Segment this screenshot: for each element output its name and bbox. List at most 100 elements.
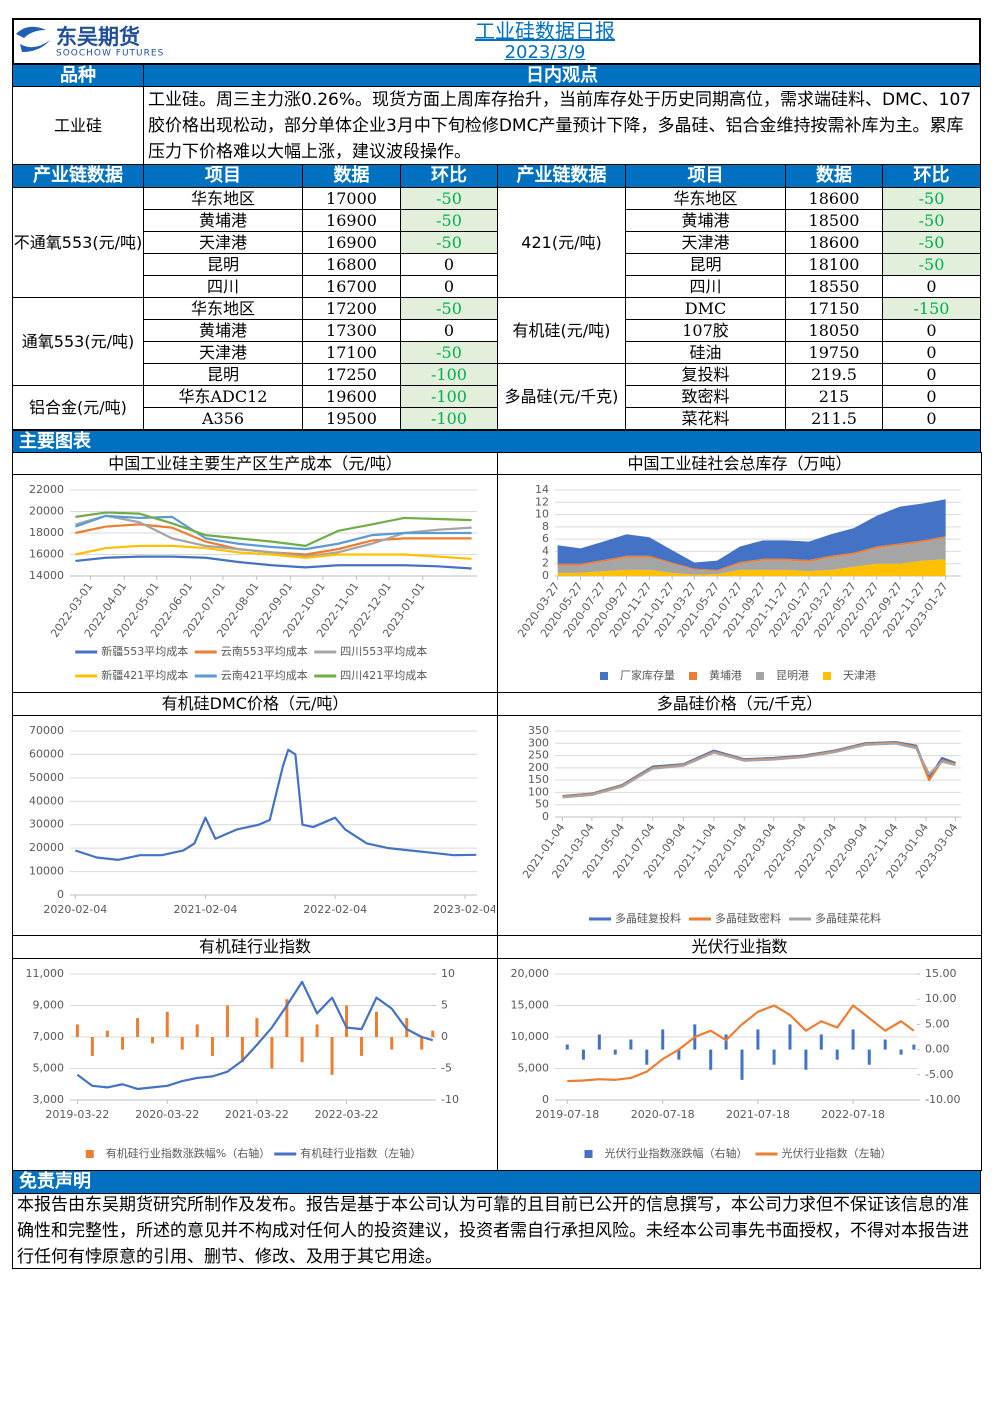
x-tick-label: 2021-02-04 xyxy=(173,903,237,916)
bar xyxy=(645,1049,649,1065)
series-line xyxy=(74,748,477,861)
table-head: 环比 xyxy=(400,164,498,188)
change: -50 xyxy=(882,253,981,276)
bar xyxy=(835,1049,839,1060)
chart-title: 光伏行业指数 xyxy=(497,935,982,959)
chart: 024681012142020-03-272020-05-272020-07-2… xyxy=(515,483,961,682)
view-text: 工业硅。周三主力涨0.26%。现货方面上周库存抬升，当前库存处于历史同期高位，需… xyxy=(143,86,981,165)
item: 昆明 xyxy=(143,253,303,276)
y-tick-label: 4 xyxy=(542,544,549,557)
y-tick-label: 60000 xyxy=(29,747,64,760)
y-tick-label: 0 xyxy=(57,888,64,901)
value: 19750 xyxy=(785,341,883,364)
value: 17200 xyxy=(302,297,401,320)
bar xyxy=(90,1037,94,1056)
group-name: 不通氧553(元/吨) xyxy=(12,187,144,298)
bar xyxy=(210,1037,214,1056)
value: 18050 xyxy=(785,319,883,342)
x-tick-label: 2019-03-22 xyxy=(45,1108,109,1121)
item: 黄埔港 xyxy=(143,209,303,232)
change: 0 xyxy=(882,363,981,386)
bar xyxy=(581,1049,585,1060)
change: -50 xyxy=(882,209,981,232)
y-tick-label: 8 xyxy=(542,520,549,533)
bar xyxy=(225,1005,229,1037)
bar xyxy=(431,1030,435,1037)
legend-label: 光伏行业指数涨跌幅（右轴） xyxy=(605,1146,748,1160)
value: 215 xyxy=(785,385,883,408)
y-tick-label: 3,000 xyxy=(33,1093,65,1106)
legend-swatch xyxy=(85,1150,94,1158)
table-head: 项目 xyxy=(625,164,786,188)
bar xyxy=(105,1030,109,1037)
value: 18600 xyxy=(785,231,883,254)
bar xyxy=(677,1049,681,1060)
y-tick-label: 14 xyxy=(535,483,549,496)
table-head: 数据 xyxy=(302,164,401,188)
y2-tick-label: -10.00 xyxy=(925,1093,960,1106)
logo-mark xyxy=(16,26,50,52)
y-tick-label: 10000 xyxy=(29,865,64,878)
value: 18600 xyxy=(785,187,883,210)
value: 219.5 xyxy=(785,363,883,386)
y-tick-label: 50000 xyxy=(29,771,64,784)
report-date: 2023/3/9 xyxy=(504,42,586,63)
value: 16900 xyxy=(302,231,401,254)
legend-label: 云南421平均成本 xyxy=(221,668,308,682)
y-tick-label: 0 xyxy=(542,1093,549,1106)
item: DMC xyxy=(625,297,786,320)
series-line xyxy=(75,523,472,556)
bar xyxy=(360,1037,364,1056)
group-name: 通氧553(元/吨) xyxy=(12,297,144,386)
bar xyxy=(772,1049,776,1065)
bar xyxy=(709,1049,713,1070)
item: 华东ADC12 xyxy=(143,385,303,408)
y-tick-label: 300 xyxy=(528,736,549,749)
bar xyxy=(851,1029,855,1050)
value: 17000 xyxy=(302,187,401,210)
item: 天津港 xyxy=(143,341,303,364)
chart-title: 多晶硅价格（元/千克） xyxy=(497,692,982,716)
series-line xyxy=(567,1004,915,1083)
logo-en: SOOCHOW FUTURES xyxy=(56,49,164,59)
bar xyxy=(285,999,289,1037)
change: -50 xyxy=(400,297,498,320)
value: 19500 xyxy=(302,407,401,430)
bar xyxy=(629,1039,633,1050)
x-tick-label: 2022-03-22 xyxy=(315,1108,379,1121)
change: -150 xyxy=(882,297,981,320)
chart-title: 有机硅DMC价格（元/吨） xyxy=(12,692,498,716)
change: 0 xyxy=(882,319,981,342)
y-tick-label: 6 xyxy=(542,532,549,545)
legend-label: 黄埔港 xyxy=(709,668,742,682)
series-line xyxy=(75,544,472,560)
area-segment xyxy=(557,537,946,575)
y2-tick-label: 10.00 xyxy=(925,992,957,1005)
y2-tick-label: 10 xyxy=(441,967,455,980)
table-head: 环比 xyxy=(882,164,981,188)
change: -50 xyxy=(882,231,981,254)
legend-label: 多晶硅复投料 xyxy=(615,911,681,925)
item: 华东地区 xyxy=(625,187,786,210)
bar xyxy=(740,1049,744,1080)
legend-label: 四川553平均成本 xyxy=(340,644,427,658)
y-tick-label: 20000 xyxy=(29,841,64,854)
change: 0 xyxy=(882,407,981,430)
bar xyxy=(375,1011,379,1037)
item: 复投料 xyxy=(625,363,786,386)
item: 四川 xyxy=(625,275,786,298)
legend-swatch xyxy=(584,1150,593,1158)
y2-tick-label: 0.00 xyxy=(925,1043,950,1056)
item: A356 xyxy=(143,407,303,430)
y2-tick-label: 5.00 xyxy=(925,1017,950,1030)
bar xyxy=(330,1037,334,1075)
disclaimer-text: 本报告由东吴期货研究所制作及发布。报告是基于本公司认为可靠的且目前已公开的信息撰… xyxy=(12,1193,981,1269)
item: 华东地区 xyxy=(143,187,303,210)
bar xyxy=(75,1024,79,1037)
legend-label: 新疆421平均成本 xyxy=(101,668,188,682)
bar xyxy=(724,1034,728,1050)
y-tick-label: 2 xyxy=(542,557,549,570)
change: 0 xyxy=(400,275,498,298)
change: -50 xyxy=(400,231,498,254)
bar xyxy=(597,1034,601,1050)
